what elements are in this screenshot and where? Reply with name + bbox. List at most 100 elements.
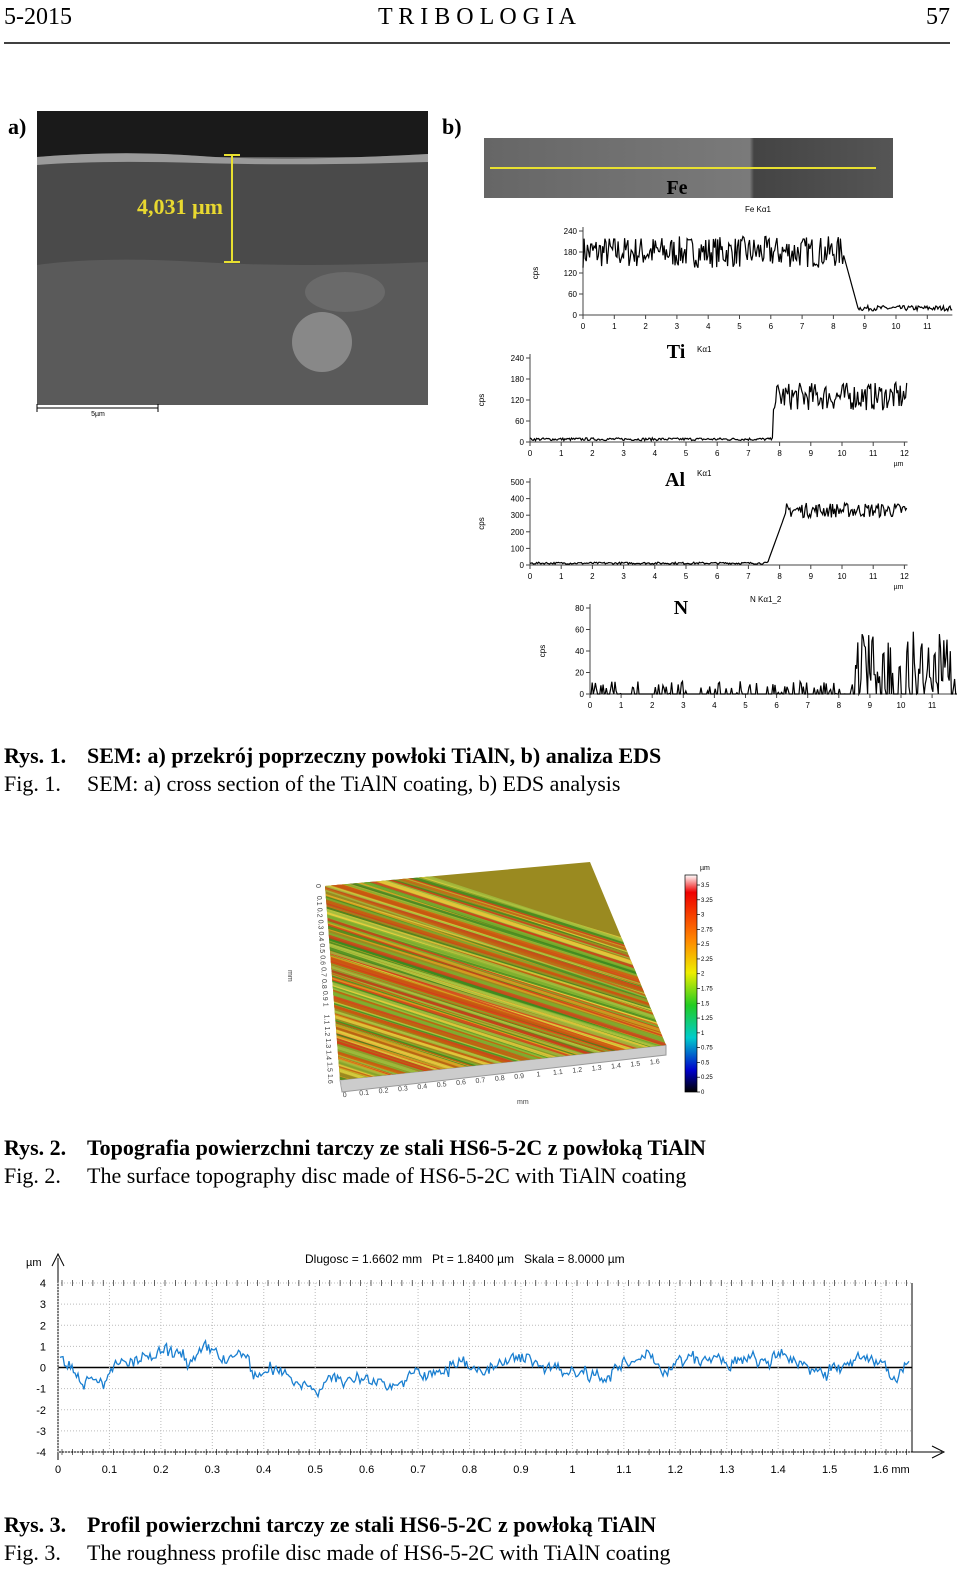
x-tick-label: 0.5 <box>308 1464 323 1476</box>
x-tick-label: 1.2 <box>572 1067 583 1075</box>
y-label: mm <box>286 970 293 982</box>
x-tick-label: 1.6 <box>650 1059 661 1067</box>
texture <box>325 1030 666 1080</box>
y-tick-label: 0 <box>520 561 525 570</box>
caption-number: Fig. 3. <box>4 1540 61 1565</box>
colorbar-label: 0.25 <box>701 1075 713 1081</box>
x-tick-label: 10 <box>897 701 906 710</box>
y-tick-label: 0.9 <box>321 991 328 1001</box>
y-tick-label: 500 <box>511 478 525 487</box>
x-tick-label: 8 <box>777 449 782 458</box>
x-tick-label: 0.5 <box>437 1081 448 1089</box>
x-tick-label: 1.3 <box>719 1464 734 1476</box>
element-label: Fe <box>666 177 687 199</box>
x-tick-label: 10 <box>892 322 901 331</box>
texture <box>325 915 666 1029</box>
x-tick-label: 1.3 <box>592 1065 603 1073</box>
y-tick-label: 1.2 <box>323 1027 330 1037</box>
texture <box>325 918 666 1034</box>
texture <box>325 895 666 1013</box>
caption-text: The roughness profile disc made of HS6-5… <box>87 1540 671 1565</box>
x-tick-label: 6 <box>715 449 720 458</box>
journal: T R I B O L O G I A <box>378 4 577 30</box>
x-tick-label: 9 <box>809 449 814 458</box>
y-tick-label: -2 <box>36 1405 46 1417</box>
x-tick-label: 10 <box>838 449 847 458</box>
x-tick-label: 8 <box>837 701 842 710</box>
x-tick-label: 4 <box>653 449 658 458</box>
x-tick-label: 0.1 <box>359 1089 370 1097</box>
texture <box>325 921 666 1043</box>
x-tick-label: 1 <box>559 449 564 458</box>
y-tick-label: 2 <box>40 1320 46 1332</box>
y-tick-label: 1.3 <box>324 1038 331 1048</box>
y-tick-label: 0.1 <box>315 896 322 906</box>
axis-label: cps <box>477 517 486 529</box>
x-tick-label: 11 <box>869 572 878 581</box>
y-tick-label: 80 <box>575 604 584 613</box>
y-tick-label: 0.7 <box>319 967 326 977</box>
colorbar-label: 0.75 <box>701 1046 713 1052</box>
x-tick-label: 0.8 <box>462 1464 477 1476</box>
y-tick-label: 200 <box>511 528 525 537</box>
x-tick-label: 0.4 <box>256 1464 271 1476</box>
y-tick-label: 0.8 <box>320 979 327 989</box>
texture <box>325 940 666 1056</box>
colorbar-label: 0 <box>701 1090 705 1096</box>
caption-text: Topografia powierzchni tarczy ze stali H… <box>87 1135 706 1160</box>
texture <box>325 942 666 1061</box>
colorbar-label: 2.25 <box>701 957 713 963</box>
x-tick-label: 0 <box>528 449 533 458</box>
x-tick-label: 5 <box>684 572 689 581</box>
y-tick-label: 4 <box>40 1278 46 1290</box>
x-tick-label: 1.6 mm <box>873 1464 910 1476</box>
x-tick-label: 1.5 <box>822 1464 837 1476</box>
caption: Rys. 3. Profil powierzchni tarczy ze sta… <box>4 1512 671 1565</box>
texture <box>325 906 666 1020</box>
caption-number: Rys. 3. <box>4 1512 66 1537</box>
measurement: 4,031 µm <box>137 194 223 219</box>
texture <box>325 1044 666 1080</box>
issue: 5-2015 <box>4 4 72 30</box>
x-tick-label: 1 <box>619 701 624 710</box>
x-unit: µm <box>894 461 904 468</box>
x-tick-label: 3 <box>621 449 626 458</box>
colorbar-label: 1 <box>701 1031 705 1037</box>
line-label: Kα1 <box>697 345 712 354</box>
element-label: Al <box>665 469 685 491</box>
axis-label: cps <box>538 645 547 657</box>
y-tick-label: 0.5 <box>318 943 325 953</box>
panel-label: a) <box>8 114 26 139</box>
x-tick-label: 5 <box>743 701 748 710</box>
x-tick-label: 0 <box>55 1464 61 1476</box>
sem-image <box>36 111 428 412</box>
y-tick-label: 240 <box>564 227 578 236</box>
x-tick-label: 10 <box>838 572 847 581</box>
x-tick-label: 4 <box>712 701 717 710</box>
texture <box>325 880 666 996</box>
y-tick-label: 0 <box>520 438 525 447</box>
x-tick-label: 11 <box>928 701 937 710</box>
texture <box>325 907 666 1027</box>
x-tick-label: 0 <box>343 1092 348 1099</box>
y-tick-label: 0 <box>580 690 585 699</box>
texture <box>325 863 666 984</box>
y-unit: µm <box>26 1257 42 1269</box>
caption-text: Profil powierzchni tarczy ze stali HS6-5… <box>87 1512 656 1537</box>
x-tick-label: 6 <box>774 701 779 710</box>
y-tick-label: 100 <box>511 544 525 553</box>
texture <box>325 994 666 1080</box>
x-tick-label: 3 <box>681 701 686 710</box>
colorbar-label: 0.5 <box>701 1060 710 1066</box>
y-tick-label: 1 <box>322 1003 329 1007</box>
x-tick-label: 3 <box>675 322 680 331</box>
x-tick-label: 9 <box>862 322 867 331</box>
texture <box>325 920 666 1038</box>
y-tick-label: -4 <box>36 1447 46 1459</box>
x-tick-label: 1.5 <box>630 1061 641 1069</box>
scale-bar-label: 5µm <box>91 411 105 418</box>
y-tick-label: 40 <box>575 647 584 656</box>
caption-text: SEM: a) cross section of the TiAlN coati… <box>87 771 620 796</box>
caption-text: The surface topography disc made of HS6-… <box>87 1163 686 1188</box>
